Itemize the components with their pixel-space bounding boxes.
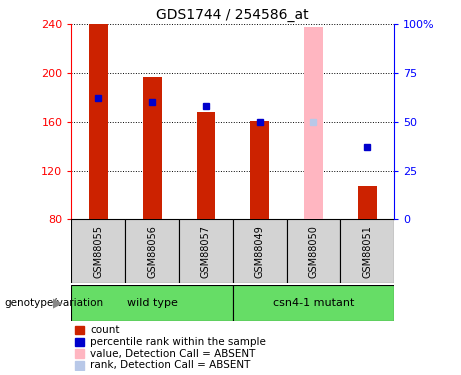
Text: GSM88050: GSM88050 — [308, 225, 319, 278]
Bar — [340, 219, 394, 283]
Bar — [250, 121, 269, 219]
Text: rank, Detection Call = ABSENT: rank, Detection Call = ABSENT — [90, 360, 250, 370]
Bar — [233, 219, 287, 283]
Text: count: count — [90, 325, 119, 335]
Bar — [125, 219, 179, 283]
Bar — [196, 112, 215, 219]
Bar — [71, 219, 125, 283]
Bar — [287, 219, 340, 283]
Bar — [89, 24, 108, 219]
Text: percentile rank within the sample: percentile rank within the sample — [90, 337, 266, 347]
Text: value, Detection Call = ABSENT: value, Detection Call = ABSENT — [90, 349, 255, 358]
Title: GDS1744 / 254586_at: GDS1744 / 254586_at — [156, 8, 309, 22]
Bar — [75, 350, 84, 358]
Bar — [304, 27, 323, 219]
Text: GSM88056: GSM88056 — [147, 225, 157, 278]
Text: csn4-1 mutant: csn4-1 mutant — [273, 298, 354, 308]
Text: ▶: ▶ — [53, 296, 62, 309]
Bar — [233, 285, 394, 321]
Bar — [75, 361, 84, 370]
Text: wild type: wild type — [127, 298, 177, 308]
Text: GSM88049: GSM88049 — [254, 225, 265, 278]
Bar — [75, 326, 84, 334]
Bar — [71, 285, 233, 321]
Text: genotype/variation: genotype/variation — [5, 298, 104, 308]
Text: GSM88055: GSM88055 — [93, 225, 103, 278]
Bar — [358, 186, 377, 219]
Bar — [75, 338, 84, 346]
Bar — [143, 77, 161, 219]
Bar — [179, 219, 233, 283]
Text: GSM88051: GSM88051 — [362, 225, 372, 278]
Text: GSM88057: GSM88057 — [201, 225, 211, 278]
